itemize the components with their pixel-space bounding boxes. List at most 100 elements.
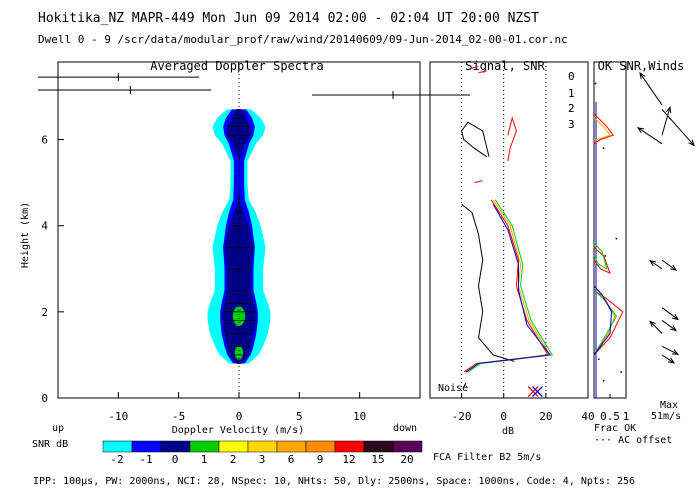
- colorbar-tick-label: 9: [317, 453, 324, 466]
- snr-series-3: [465, 203, 552, 373]
- snr-legend-1: 1: [568, 87, 575, 100]
- doppler-xtick-label: 5: [296, 410, 303, 423]
- snr-series-0: [507, 116, 517, 162]
- wind-arrow: [661, 320, 677, 331]
- colorbar-tick-label: -2: [110, 453, 123, 466]
- colorbar-tick-label: 0: [172, 453, 179, 466]
- max-wind-value: 51m/s: [651, 411, 681, 422]
- colorbar-swatch: [189, 440, 220, 453]
- noise-line: [461, 121, 490, 158]
- ac-offset-dot: [597, 358, 600, 361]
- max-label: Max: [660, 400, 678, 411]
- signal-title: Signal, SNR: [465, 59, 545, 73]
- spectrum-peak-0: [231, 305, 247, 328]
- colorbar-swatch: [102, 440, 133, 453]
- wind-arrow: [637, 127, 663, 145]
- doppler-xlabel: Doppler Velocity (m/s): [172, 425, 304, 436]
- wind-arrowhead: [688, 139, 695, 147]
- ac-offset-dot: [604, 254, 607, 257]
- ac-offset-dot: [594, 82, 597, 85]
- frac-ok-label: Frac OK: [594, 423, 636, 434]
- ac-offset-dot: [620, 371, 623, 374]
- header-subtitle: Dwell 0 - 9 /scr/data/modular_prof/raw/w…: [38, 33, 568, 46]
- snr-colorbar: -2 -1 0 1 2 3 6 9 12 15 20: [102, 440, 423, 466]
- doppler-ytick-label: 0: [41, 392, 48, 405]
- signal-frame: [429, 61, 589, 399]
- doppler-ytick-label: 2: [41, 306, 48, 319]
- filter-label: FCA Filter B2 5m/s: [433, 452, 541, 463]
- colorbar-tick-label: 15: [371, 453, 384, 466]
- signal-xtick-label: 0: [500, 410, 507, 423]
- wind-arrowhead: [649, 320, 656, 328]
- noise-line: [463, 382, 467, 388]
- snr-xtick-label: 1: [623, 410, 630, 423]
- wind-arrowhead: [639, 72, 646, 80]
- wind-arrowhead: [671, 349, 680, 355]
- colorbar-tick-label: 2: [230, 453, 237, 466]
- colorbar-tick-label: 3: [259, 453, 266, 466]
- wind-arrow: [661, 354, 675, 364]
- wind-arrow: [649, 321, 663, 334]
- wind-arrowhead: [670, 325, 678, 332]
- frac-ok-series-0: [593, 113, 615, 145]
- doppler-xtick-label: 10: [353, 410, 366, 423]
- signal-xtick-label: 20: [539, 410, 552, 423]
- wind-arrow: [649, 260, 663, 270]
- doppler-xtick-label: 0: [236, 410, 243, 423]
- wind-arrowhead: [672, 314, 680, 321]
- ac-offset-label: ··· AC offset: [594, 435, 672, 446]
- ac-offset-dot: [602, 147, 605, 150]
- wind-arrow: [661, 107, 671, 136]
- colorbar-tick-label: 6: [288, 453, 295, 466]
- colorbar-tick-label: 20: [400, 453, 413, 466]
- wind-arrowhead: [668, 357, 676, 364]
- wind-arrowhead: [636, 127, 644, 134]
- signal-xtick-label: 40: [581, 410, 594, 423]
- snr-legend-3: 3: [568, 118, 575, 131]
- colorbar-swatch: [218, 440, 249, 453]
- wind-arrow: [639, 72, 663, 106]
- colorbar-tick-label: 1: [201, 453, 208, 466]
- wind-arrow: [661, 307, 679, 320]
- snr-title: OK SNR,Winds: [598, 59, 685, 73]
- spectrum-peak-1: [233, 344, 245, 361]
- doppler-xtick-label: -10: [108, 410, 128, 423]
- snr-marker: [527, 386, 539, 397]
- snr-marker: [531, 386, 543, 397]
- signal-xtick-label: -20: [452, 410, 472, 423]
- colorbar-swatch: [363, 440, 394, 453]
- doppler-panel: -10 -5 0 5 10 0 2 4 6: [38, 61, 470, 423]
- wind-arrowhead: [665, 105, 672, 114]
- spectrum-high-snr-region: [222, 109, 256, 364]
- doppler-title: Averaged Doppler Spectra: [150, 59, 323, 73]
- colorbar-swatch: [334, 440, 365, 453]
- header-title: Hokitika_NZ MAPR-449 Mon Jun 09 2014 02:…: [38, 11, 539, 26]
- wind-arrow: [661, 109, 695, 146]
- ac-offset-dot: [602, 379, 605, 382]
- colorbar-swatch: [305, 440, 336, 453]
- snr-outlier: [474, 180, 483, 184]
- frac-ok-series-1: [593, 285, 616, 356]
- snr-xtick-label: 0.5: [600, 410, 620, 423]
- snr-outlier: [478, 70, 487, 74]
- doppler-ytick-label: 6: [41, 134, 48, 147]
- doppler-ytick-label: 4: [41, 220, 48, 233]
- colorbar-swatch: [131, 440, 162, 453]
- snr-legend-0: 0: [568, 70, 575, 83]
- colorbar-swatch: [276, 440, 307, 453]
- colorbar-title: SNR dB: [32, 439, 68, 450]
- wind-arrowhead: [670, 264, 678, 271]
- colorbar-down-label: down: [393, 423, 417, 434]
- frac-ok-series-1: [593, 117, 611, 140]
- signal-xlabel: dB: [502, 426, 514, 437]
- ac-offset-dot: [615, 237, 618, 240]
- colorbar-tick-label: 12: [342, 453, 355, 466]
- snr-outlier: [470, 65, 479, 69]
- frac-ok-series-0: [593, 289, 624, 356]
- colorbar-swatch: [247, 440, 278, 453]
- colorbar-swatch: [160, 440, 191, 453]
- doppler-ylabel: Height (km): [20, 202, 31, 268]
- colorbar-tick-label: -1: [139, 453, 152, 466]
